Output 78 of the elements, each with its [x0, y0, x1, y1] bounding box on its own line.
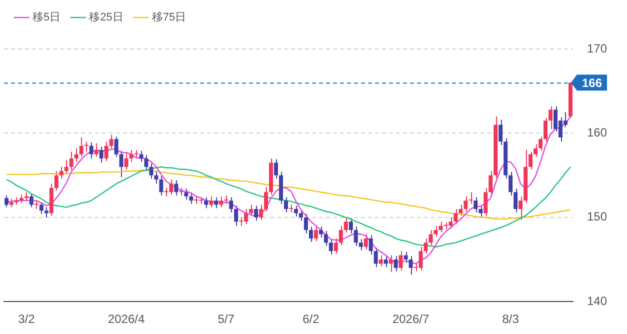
candlestick [154, 171, 158, 184]
candlestick [124, 152, 128, 170]
candlestick [174, 180, 178, 196]
candlestick [264, 186, 268, 212]
candlestick [29, 193, 34, 208]
candlestick [408, 256, 413, 276]
candlestick [104, 141, 108, 162]
candlestick [234, 205, 238, 226]
candlestick [304, 214, 308, 234]
candlestick [54, 170, 58, 191]
candlestick [89, 142, 94, 159]
candlestick [298, 209, 303, 222]
candlestick [398, 250, 403, 271]
candlestick [259, 204, 264, 220]
candlestick [358, 238, 363, 251]
y-tick-label: 150 [586, 210, 608, 224]
candlestick [344, 216, 348, 234]
candlestick [214, 196, 218, 209]
candlestick [384, 256, 388, 268]
x-tick-label: 2026/7 [392, 312, 430, 326]
legend-label: 移5日 [32, 12, 61, 24]
y-tick-label: 140 [586, 294, 608, 308]
candlestick [254, 205, 258, 222]
candlestick [204, 196, 208, 209]
candlestick [59, 166, 64, 180]
candlestick [368, 234, 373, 255]
candlestick [308, 226, 313, 242]
candlestick [284, 196, 288, 213]
candlestick [354, 226, 358, 247]
legend-label: 移25日 [89, 12, 124, 24]
candlestick [328, 238, 333, 255]
candlestick [99, 146, 104, 164]
candlestick [114, 136, 118, 158]
x-tick-label: 2026/4 [108, 312, 145, 326]
candlestick [374, 247, 378, 268]
candlestick [64, 160, 68, 174]
candlestick [229, 196, 234, 213]
candlestick [294, 205, 298, 218]
x-tick-label: 6/2 [302, 312, 320, 326]
candlestick [378, 254, 383, 267]
ref-line-label: 166 [582, 76, 602, 90]
candlestick [324, 230, 328, 247]
candlestick [94, 142, 98, 158]
candlestick [69, 151, 74, 171]
candlestick [318, 226, 323, 238]
candlestick [144, 154, 148, 172]
candlestick [334, 238, 338, 254]
candlestick [39, 202, 44, 215]
y-tick-label: 160 [586, 126, 608, 140]
candlestick [129, 150, 134, 162]
x-tick-label: 5/7 [218, 312, 235, 326]
candlestick [139, 150, 144, 162]
candlestick [159, 176, 164, 196]
x-tick-label: 3/2 [18, 312, 36, 326]
legend-label: 移75日 [152, 12, 186, 24]
candlestick [119, 150, 124, 178]
candlestick [338, 225, 343, 246]
candlestick [84, 141, 88, 152]
candlestick [274, 158, 278, 180]
candlestick [189, 192, 194, 204]
y-tick-label: 170 [586, 41, 608, 56]
candlestick [4, 195, 8, 208]
candlestick [249, 204, 254, 216]
candlestick [348, 218, 353, 234]
candlestick [149, 163, 154, 180]
candlestick [74, 148, 78, 162]
x-tick-label: 8/3 [502, 312, 520, 326]
candlestick [184, 188, 188, 200]
candlestick [219, 196, 224, 208]
candlestick [394, 256, 398, 272]
candlestick [388, 254, 393, 273]
candlestick [44, 206, 48, 218]
candlestick [109, 134, 114, 149]
candlestick [364, 234, 368, 250]
candlestick [314, 225, 318, 242]
candlestick [404, 251, 408, 264]
candlestick [209, 196, 214, 208]
candlestick [79, 136, 84, 158]
